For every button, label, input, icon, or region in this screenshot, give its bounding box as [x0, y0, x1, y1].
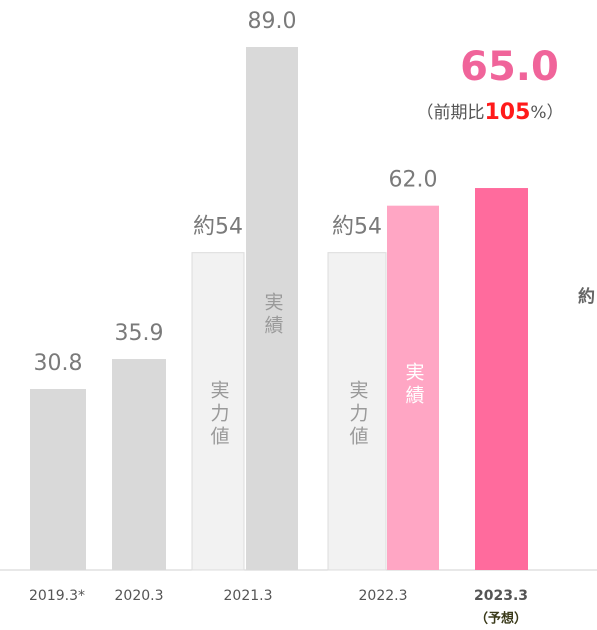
value-label: 89.0: [248, 9, 297, 34]
x-tick-label: 2019.3*: [29, 588, 85, 604]
value-label: 62.0: [389, 168, 438, 193]
x-tick-label: 2021.3: [224, 588, 273, 604]
value-label: 65.0: [460, 44, 559, 90]
inner-label: 実力値: [208, 380, 230, 449]
x-tick-label: 2020.3: [115, 588, 164, 604]
bar: [387, 205, 439, 570]
bar: [327, 252, 387, 571]
value-label: 35.9: [115, 321, 164, 346]
bar: [112, 359, 166, 570]
bar: [475, 188, 528, 570]
bar: [30, 389, 86, 570]
x-tick-note: （予想）: [475, 611, 527, 627]
x-tick-label: 2023.3: [474, 588, 528, 604]
inner-label: 実績: [403, 362, 425, 408]
growth-value: 105: [484, 100, 530, 125]
value-label: 約54: [193, 215, 243, 240]
x-tick-label: 2022.3: [359, 588, 408, 604]
inner-label: 実績: [262, 292, 284, 338]
side-annotation: 約: [578, 286, 595, 307]
value-label: 30.8: [34, 351, 83, 376]
growth-prefix: （前期比: [416, 103, 484, 123]
bar: [246, 47, 298, 570]
inner-label: 実力値: [347, 380, 369, 449]
bar: [191, 252, 245, 571]
growth-note: （前期比105%）: [416, 100, 563, 125]
value-label: 約54: [332, 215, 382, 240]
growth-suffix: %）: [530, 103, 563, 123]
